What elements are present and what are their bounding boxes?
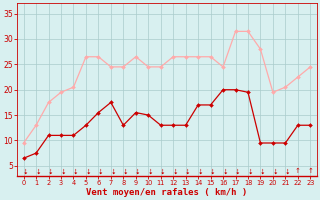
- Text: ↗: ↗: [181, 167, 190, 175]
- Text: ↗: ↗: [107, 167, 115, 175]
- Text: ↗: ↗: [244, 167, 252, 175]
- Text: ↗: ↗: [119, 167, 128, 175]
- Text: ↗: ↗: [144, 167, 152, 175]
- Text: ↗: ↗: [57, 167, 65, 175]
- Text: ↗: ↗: [69, 167, 78, 175]
- Text: ↗: ↗: [256, 167, 265, 175]
- Text: ↗: ↗: [132, 167, 140, 175]
- Text: ↗: ↗: [44, 167, 53, 175]
- Text: ↗: ↗: [32, 167, 40, 175]
- Text: ↗: ↗: [169, 167, 177, 175]
- Text: ↑: ↑: [295, 168, 301, 174]
- Text: ↑: ↑: [307, 168, 313, 174]
- Text: ↗: ↗: [206, 167, 215, 175]
- Text: ↗: ↗: [231, 167, 240, 175]
- Text: ↗: ↗: [156, 167, 165, 175]
- Text: ↗: ↗: [20, 167, 28, 175]
- Text: ↗: ↗: [82, 167, 90, 175]
- Text: ↗: ↗: [281, 167, 290, 175]
- Text: ↗: ↗: [219, 167, 227, 175]
- Text: ↗: ↗: [194, 167, 202, 175]
- Text: ↗: ↗: [269, 167, 277, 175]
- X-axis label: Vent moyen/en rafales ( km/h ): Vent moyen/en rafales ( km/h ): [86, 188, 248, 197]
- Text: ↗: ↗: [94, 167, 103, 175]
